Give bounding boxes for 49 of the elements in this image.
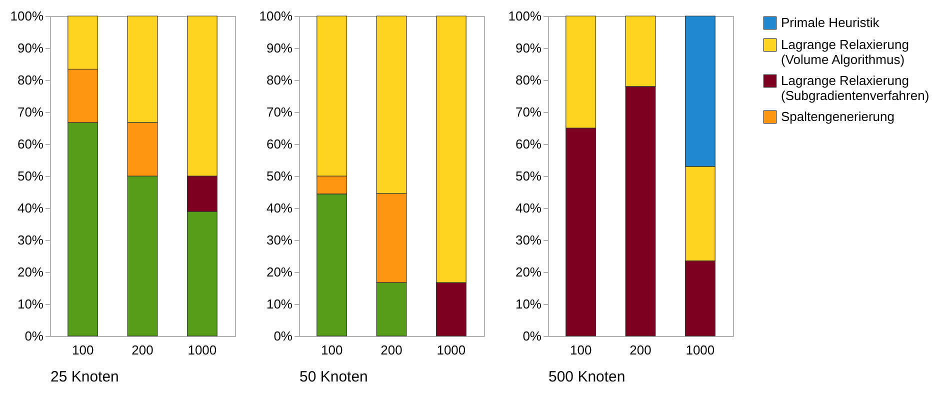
y-tick-label: 30% <box>266 232 293 248</box>
y-tick-label: 50% <box>515 168 542 184</box>
legend-label: Spaltengenerierung <box>781 109 894 124</box>
y-tick-label: 0% <box>274 328 293 344</box>
x-tick-label: 1000 <box>436 342 466 358</box>
y-tick-label: 10% <box>266 296 293 312</box>
y-tick-label: 40% <box>17 200 44 216</box>
legend-label: Lagrange Relaxierung (Subgradientenverfahren) <box>781 73 930 103</box>
y-tick-label: 90% <box>266 40 293 56</box>
x-tick-label: 1000 <box>686 342 715 358</box>
y-tick-label: 0% <box>522 328 542 344</box>
y-tick-label: 20% <box>515 264 542 280</box>
x-axis-title: 500 Knoten <box>548 368 626 386</box>
y-tick-label: 70% <box>266 104 293 120</box>
y-tick-label: 10% <box>17 296 44 312</box>
y-tick-label: 80% <box>515 72 542 88</box>
x-axis-title: 50 Knoten <box>300 368 368 386</box>
x-axis-title: 25 Knoten <box>50 368 119 386</box>
y-tick-label: 20% <box>266 264 293 280</box>
legend-label: Primale Heuristik <box>781 15 880 30</box>
y-tick-label: 70% <box>17 104 44 120</box>
y-tick-label: 70% <box>515 104 542 120</box>
y-tick-label: 80% <box>266 72 293 88</box>
y-tick-label: 100% <box>508 8 542 24</box>
y-tick-label: 20% <box>17 264 44 280</box>
x-tick-label: 100 <box>570 342 592 358</box>
y-tick-label: 100% <box>259 8 293 24</box>
legend-label: Lagrange Relaxierung (Volume Algorithmus) <box>781 37 909 67</box>
x-tick-label: 100 <box>320 342 343 358</box>
y-tick-label: 100% <box>10 8 44 24</box>
y-tick-label: 90% <box>17 40 44 56</box>
y-tick-label: 50% <box>17 168 44 184</box>
y-tick-label: 30% <box>17 232 44 248</box>
y-tick-label: 60% <box>515 136 542 152</box>
x-tick-label: 200 <box>630 342 652 358</box>
y-tick-label: 60% <box>17 136 44 152</box>
y-tick-label: 40% <box>515 200 542 216</box>
y-tick-label: 0% <box>24 328 44 344</box>
y-tick-label: 50% <box>266 168 293 184</box>
x-tick-label: 200 <box>380 342 402 358</box>
y-tick-label: 40% <box>266 200 293 216</box>
x-tick-label: 100 <box>72 342 94 358</box>
y-tick-label: 90% <box>515 40 542 56</box>
x-tick-label: 200 <box>132 342 154 358</box>
y-tick-label: 60% <box>266 136 293 152</box>
y-tick-label: 30% <box>515 232 542 248</box>
y-tick-label: 80% <box>17 72 44 88</box>
x-tick-label: 1000 <box>188 342 217 358</box>
y-tick-label: 10% <box>515 296 542 312</box>
